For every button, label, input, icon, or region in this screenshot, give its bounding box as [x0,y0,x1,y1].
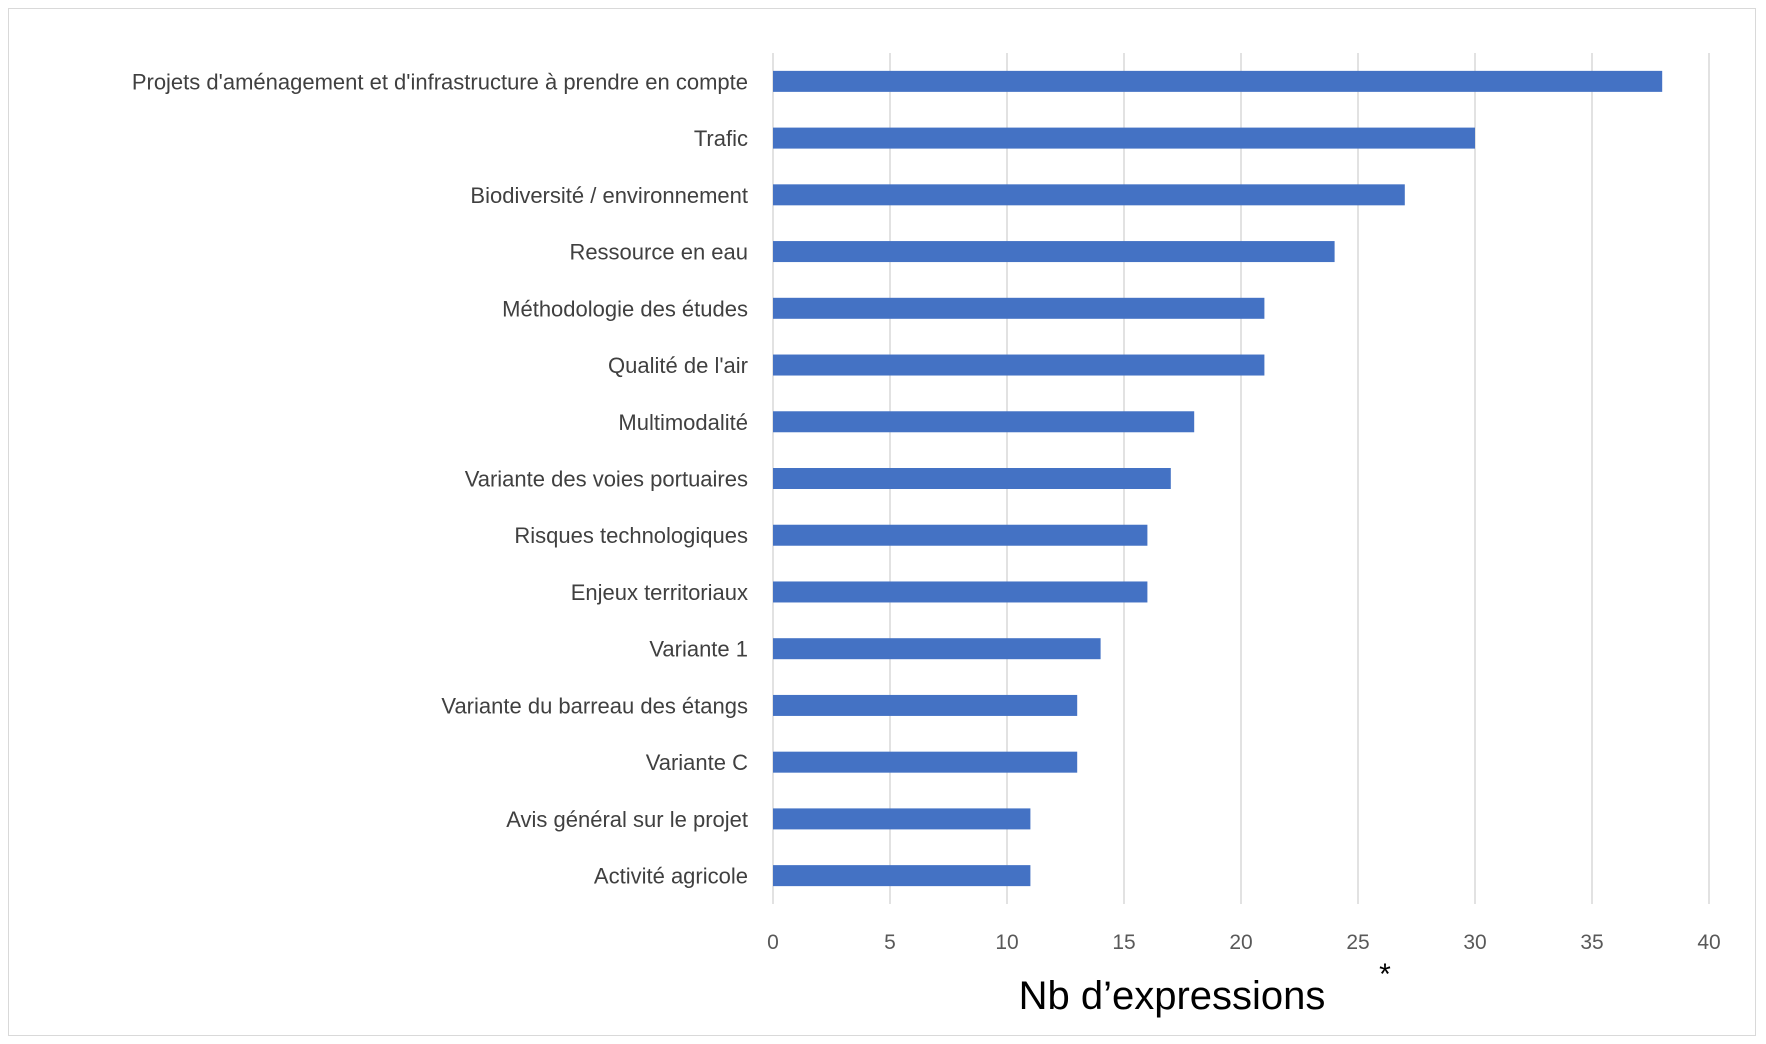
chart-frame: Projets d'aménagement et d'infrastructur… [8,8,1756,1036]
category-label: Variante 1 [649,637,748,662]
bar [773,694,1078,716]
category-label: Ressource en eau [569,240,748,265]
category-label: Risques technologiques [514,523,748,548]
category-label: Biodiversité / environnement [470,183,748,208]
bar [773,638,1101,660]
category-labels: Projets d'aménagement et d'infrastructur… [132,69,748,888]
bar [773,411,1195,433]
x-tick-label: 0 [767,931,779,954]
x-axis-title: Nb d’expressions [1019,974,1326,1018]
category-label: Variante des voies portuaires [465,467,748,492]
category-label: Avis général sur le projet [506,807,748,832]
x-tick-label: 20 [1229,931,1252,954]
x-axis-annotation: * [1379,958,1391,991]
bar [773,808,1031,830]
bar [773,184,1405,206]
category-label: Enjeux territoriaux [571,580,748,605]
x-tick-label: 30 [1463,931,1486,954]
x-tick-label: 10 [995,931,1018,954]
bar [773,468,1171,489]
x-tick-label: 15 [1112,931,1135,954]
bar [773,865,1031,887]
category-label: Variante C [646,750,748,775]
category-label: Multimodalité [618,410,748,435]
category-label: Trafic [694,126,748,151]
category-label: Projets d'aménagement et d'infrastructur… [132,69,748,94]
bar [773,127,1475,149]
category-label: Variante du barreau des étangs [441,693,748,718]
category-label: Qualité de l'air [608,353,748,378]
bar [773,241,1335,263]
x-tick-labels: 0 5 10 15 20 25 30 35 40 [767,931,1721,954]
bar [773,297,1265,319]
category-label: Méthodologie des études [502,296,748,321]
bar [773,70,1663,92]
bar [773,581,1148,603]
x-tick-label: 40 [1697,931,1720,954]
x-tick-label: 35 [1580,931,1603,954]
category-label: Activité agricole [594,864,748,889]
bars [773,70,1663,887]
bar [773,354,1265,376]
bar [773,524,1148,546]
x-tick-label: 5 [884,931,896,954]
bar-chart: Projets d'aménagement et d'infrastructur… [132,53,1721,1018]
x-tick-label: 25 [1346,931,1369,954]
bar [773,751,1078,773]
